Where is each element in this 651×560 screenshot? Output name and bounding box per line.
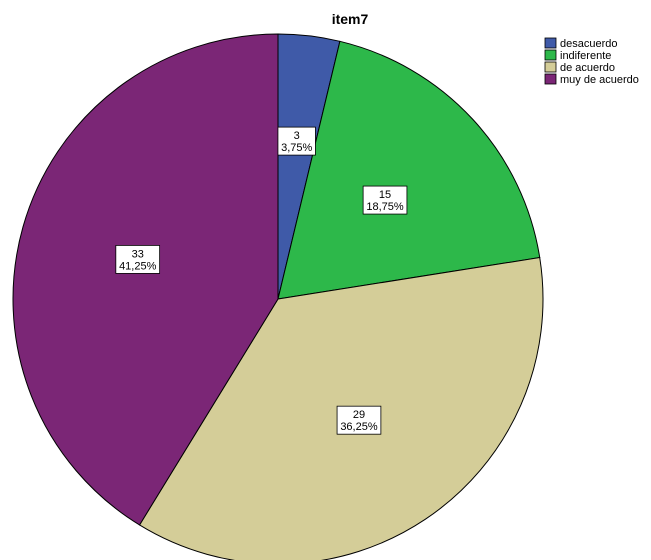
legend-swatch — [544, 73, 557, 85]
data-label-desacuerdo: 33,75% — [277, 126, 316, 156]
data-label-count: 33 — [132, 248, 144, 260]
data-label-percent: 18,75% — [366, 201, 404, 213]
data-label-count: 29 — [353, 409, 365, 421]
data-label-box — [336, 405, 382, 435]
data-label-box — [277, 126, 316, 156]
chart-title: item7 — [332, 11, 369, 27]
pie-slices — [12, 33, 544, 560]
legend-entry-indiferente: indiferente — [544, 49, 611, 62]
data-label-box — [115, 245, 161, 274]
pie-slice-muy-de-acuerdo — [12, 33, 279, 526]
legend-entry-desacuerdo: desacuerdo — [544, 37, 618, 50]
data-label-box — [362, 185, 408, 215]
legend-swatch — [544, 37, 557, 49]
data-label-percent: 3,75% — [281, 142, 312, 154]
legend-swatch — [544, 49, 557, 61]
data-label-percent: 36,25% — [340, 421, 378, 433]
legend-label: de acuerdo — [560, 62, 615, 74]
legend-entry-de-acuerdo: de acuerdo — [544, 61, 615, 74]
data-label-percent: 41,25% — [119, 260, 157, 272]
legend-label: desacuerdo — [560, 38, 618, 50]
legend-label: indiferente — [560, 50, 611, 62]
legend-label: muy de acuerdo — [560, 74, 639, 86]
legend-entry-muy-de-acuerdo: muy de acuerdo — [544, 73, 639, 86]
data-label-count: 15 — [379, 189, 391, 201]
legend-swatch — [544, 61, 557, 73]
data-label-count: 3 — [294, 130, 300, 142]
pie-slice-indiferente — [277, 40, 541, 300]
